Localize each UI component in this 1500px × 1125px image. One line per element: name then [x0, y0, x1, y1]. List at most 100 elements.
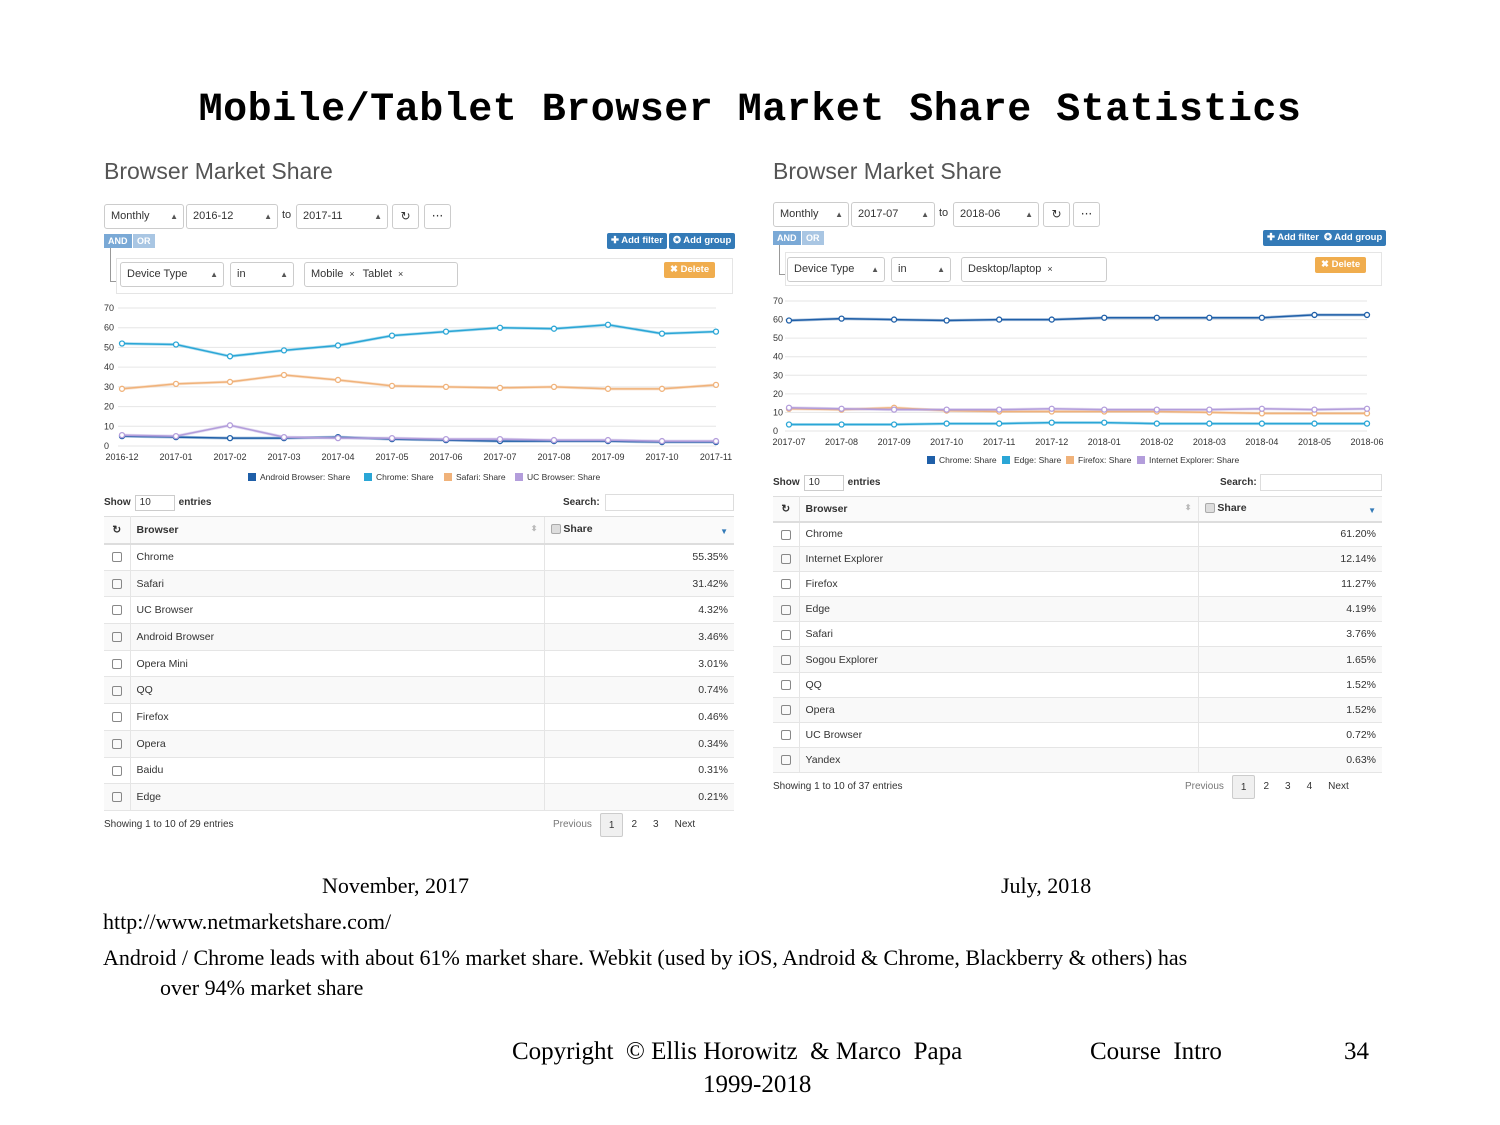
next-page-button[interactable]: Next [1328, 781, 1349, 792]
share-column-header[interactable]: Share ▼ [543, 516, 734, 545]
row-checkbox[interactable] [111, 712, 122, 723]
data-point[interactable] [442, 383, 450, 391]
row-checkbox[interactable] [780, 604, 791, 615]
data-point[interactable] [226, 422, 234, 429]
refresh-cell[interactable]: ↻ [773, 496, 800, 523]
page-button[interactable]: 3 [1285, 781, 1291, 792]
data-point[interactable] [604, 436, 612, 444]
page-button[interactable]: 3 [653, 819, 659, 830]
browser-column-header[interactable]: Browser ⬍ [130, 516, 544, 545]
legend-label[interactable]: Chrome: Share [939, 455, 997, 465]
data-point[interactable] [226, 353, 234, 360]
row-checkbox[interactable] [780, 529, 791, 540]
data-point[interactable] [996, 406, 1003, 413]
legend-label[interactable]: Edge: Share [1014, 455, 1062, 465]
or-toggle[interactable]: OR [802, 231, 824, 245]
data-point[interactable] [496, 324, 504, 331]
row-checkbox[interactable] [780, 654, 791, 665]
data-point[interactable] [1101, 419, 1108, 426]
data-point[interactable] [550, 325, 558, 332]
data-point[interactable] [1206, 406, 1213, 413]
row-checkbox[interactable] [111, 605, 122, 616]
row-checkbox[interactable] [111, 552, 122, 563]
data-point[interactable] [172, 341, 180, 348]
data-point[interactable] [785, 421, 793, 428]
remove-tag-icon[interactable]: × [349, 269, 355, 279]
data-point[interactable] [388, 434, 396, 442]
or-toggle[interactable]: OR [133, 234, 155, 248]
page-button[interactable]: 1 [599, 813, 624, 837]
data-point[interactable] [280, 433, 288, 441]
more-button[interactable]: ··· [424, 204, 451, 229]
previous-page-button[interactable]: Previous [553, 819, 592, 830]
data-point[interactable] [1363, 420, 1371, 427]
data-point[interactable] [712, 381, 720, 389]
data-point[interactable] [1153, 406, 1160, 413]
legend-label[interactable]: Firefox: Share [1078, 455, 1132, 465]
refresh-button[interactable]: ↻ [392, 204, 419, 229]
and-toggle[interactable]: AND [773, 231, 801, 245]
add-group-button[interactable]: ✪ Add group [1320, 230, 1387, 246]
filter-values-input[interactable]: Mobile × Tablet × [304, 262, 458, 287]
data-point[interactable] [550, 436, 558, 444]
row-checkbox[interactable] [780, 554, 791, 565]
data-point[interactable] [838, 421, 845, 428]
browser-column-header[interactable]: Browser ⬍ [799, 496, 1198, 523]
data-point[interactable] [1206, 314, 1213, 321]
data-point[interactable] [658, 385, 666, 392]
page-button[interactable]: 1 [1231, 775, 1256, 799]
data-point[interactable] [1363, 405, 1371, 412]
row-checkbox[interactable] [780, 579, 791, 590]
data-point[interactable] [1258, 420, 1266, 427]
data-point[interactable] [334, 434, 342, 442]
add-filter-button[interactable]: ✚ Add filter [607, 233, 667, 249]
data-point[interactable] [496, 435, 504, 443]
data-point[interactable] [1153, 420, 1160, 427]
previous-page-button[interactable]: Previous [1185, 781, 1224, 792]
data-point[interactable] [712, 437, 720, 445]
row-checkbox[interactable] [111, 765, 122, 776]
filter-field-select[interactable]: Device Type ▲ [787, 257, 885, 282]
data-point[interactable] [890, 316, 898, 323]
legend-label[interactable]: Internet Explorer: Share [1149, 455, 1240, 465]
row-checkbox[interactable] [111, 685, 122, 696]
refresh-cell[interactable]: ↻ [104, 516, 131, 545]
row-checkbox[interactable] [780, 629, 791, 640]
data-point[interactable] [1101, 314, 1108, 321]
remove-tag-icon[interactable]: × [398, 269, 404, 279]
data-point[interactable] [388, 382, 396, 390]
add-group-button[interactable]: ✪ Add group [669, 233, 736, 249]
data-point[interactable] [712, 328, 720, 335]
filter-op-select[interactable]: in ▲ [891, 257, 951, 282]
data-point[interactable] [996, 420, 1003, 427]
data-point[interactable] [118, 432, 126, 439]
data-point[interactable] [658, 330, 666, 337]
data-point[interactable] [943, 420, 950, 427]
row-checkbox[interactable] [111, 792, 122, 803]
search-input[interactable] [1260, 474, 1382, 491]
legend-label[interactable]: UC Browser: Share [527, 472, 600, 482]
data-point[interactable] [943, 406, 950, 413]
row-checkbox[interactable] [780, 755, 791, 766]
from-select[interactable]: 2017-07 ▲ [851, 202, 935, 227]
to-select[interactable]: 2017-11 ▲ [296, 204, 388, 229]
data-point[interactable] [943, 317, 950, 324]
data-point[interactable] [172, 380, 180, 388]
data-point[interactable] [172, 432, 180, 440]
refresh-button[interactable]: ↻ [1043, 202, 1070, 227]
data-point[interactable] [1101, 406, 1108, 413]
to-select[interactable]: 2018-06 ▲ [953, 202, 1039, 227]
data-point[interactable] [838, 315, 845, 322]
row-checkbox[interactable] [780, 704, 791, 715]
filter-values-input[interactable]: Desktop/laptop × [961, 257, 1107, 282]
entries-select[interactable]: 10 [134, 495, 175, 511]
data-point[interactable] [1258, 405, 1266, 412]
legend-label[interactable]: Safari: Share [456, 472, 506, 482]
data-point[interactable] [118, 385, 126, 392]
delete-button[interactable]: ✖ Delete [1315, 257, 1367, 273]
row-checkbox[interactable] [780, 679, 791, 690]
from-select[interactable]: 2016-12 ▲ [186, 204, 278, 229]
data-point[interactable] [334, 376, 342, 384]
row-checkbox[interactable] [111, 738, 122, 749]
page-button[interactable]: 2 [631, 819, 638, 830]
